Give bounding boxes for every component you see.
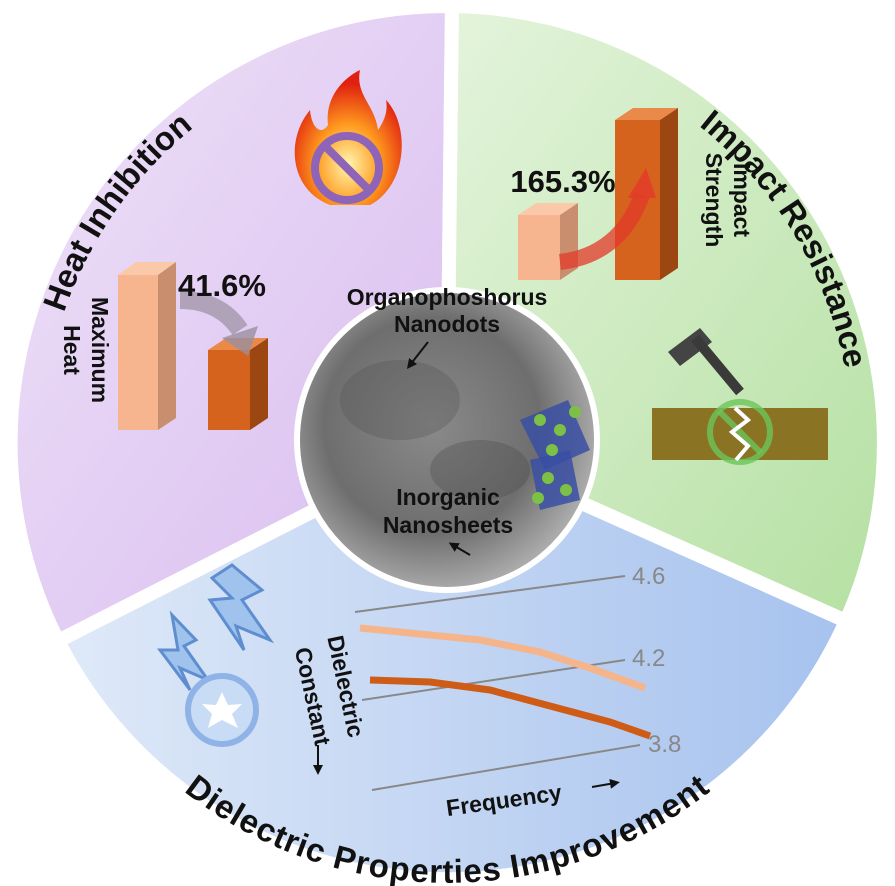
center-label: Organophoshorus (347, 284, 548, 310)
change-label: 41.6% (178, 268, 266, 303)
impact-bars (518, 108, 678, 280)
heat-bars (118, 262, 268, 430)
bar-label: Maximum (87, 297, 113, 403)
sector-dielectric (48, 435, 856, 886)
tem-image (294, 287, 600, 593)
center-label: Nanosheets (383, 512, 513, 538)
center-label: Inorganic (396, 484, 500, 510)
tick-label: 3.8 (648, 731, 681, 758)
bar-label: Heat (59, 325, 85, 375)
center-label: Nanodots (394, 311, 500, 337)
change-label: 165.3% (510, 164, 615, 199)
pointer-arrow (406, 341, 429, 369)
pointer-arrow (448, 542, 471, 556)
bar-label: Strength (701, 153, 727, 248)
hammer-icon (652, 328, 828, 465)
tick-label: 4.2 (632, 645, 665, 672)
bar-label: Impact (729, 163, 755, 237)
lightning-icon (157, 563, 275, 747)
mini-chart (313, 575, 652, 791)
flame-icon (294, 70, 402, 205)
tick-label: 4.6 (632, 563, 665, 590)
